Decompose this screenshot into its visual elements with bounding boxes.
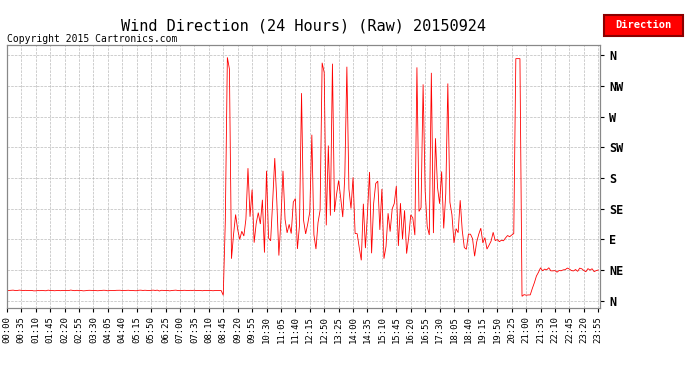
Text: Copyright 2015 Cartronics.com: Copyright 2015 Cartronics.com bbox=[7, 34, 177, 44]
Text: Wind Direction (24 Hours) (Raw) 20150924: Wind Direction (24 Hours) (Raw) 20150924 bbox=[121, 19, 486, 34]
Text: Direction: Direction bbox=[615, 20, 671, 30]
